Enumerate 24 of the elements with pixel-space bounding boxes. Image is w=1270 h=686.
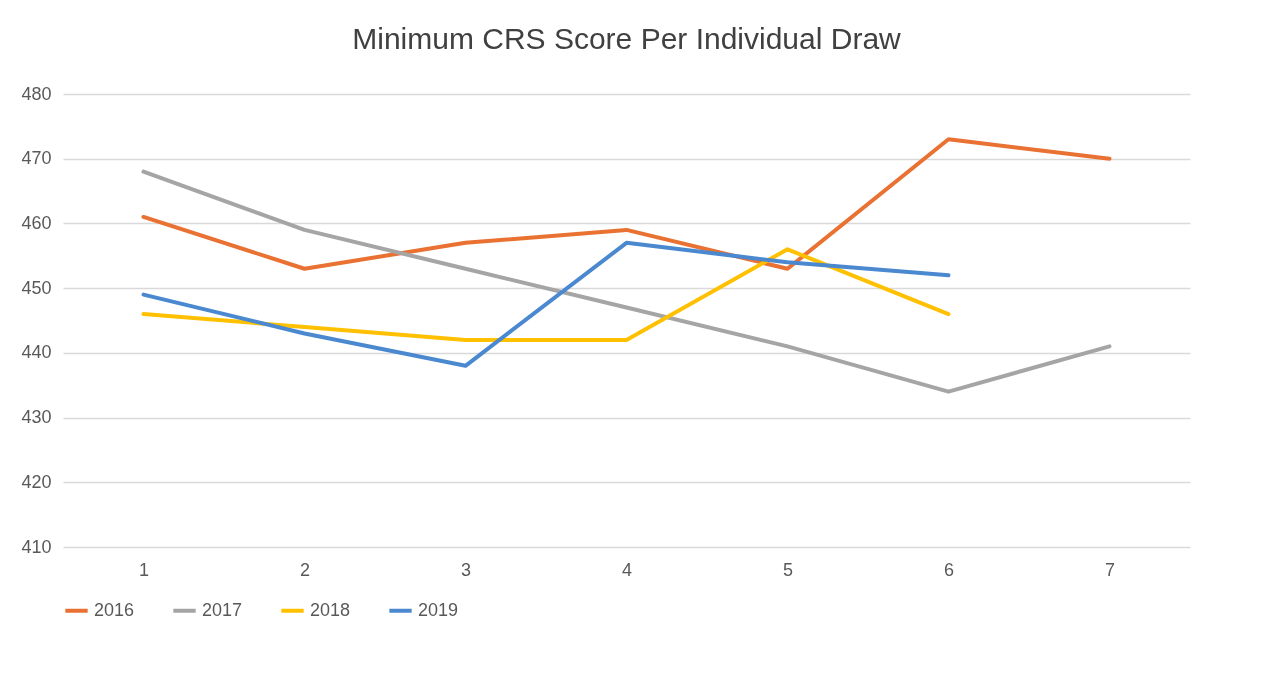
x-tick-label: 5 xyxy=(782,559,794,580)
y-tick-label: 460 xyxy=(21,212,52,233)
line-series xyxy=(141,240,951,368)
y-tick-label: 440 xyxy=(21,342,52,363)
legend-label: 2018 xyxy=(310,599,351,620)
chart-title: Minimum CRS Score Per Individual Draw xyxy=(352,22,902,55)
y-tick-label: 450 xyxy=(21,277,52,298)
y-tick-label: 470 xyxy=(21,148,52,169)
x-tick-label: 1 xyxy=(138,559,150,580)
x-tick-label: 3 xyxy=(460,559,472,580)
y-tick-label: 430 xyxy=(21,407,52,428)
legend-label: 2019 xyxy=(418,599,459,620)
y-tick-label: 410 xyxy=(21,536,52,557)
line-series xyxy=(141,169,1112,394)
x-tick-label: 2 xyxy=(299,559,311,580)
line-series xyxy=(141,137,1112,271)
x-tick-label: 6 xyxy=(943,559,955,580)
legend-label: 2017 xyxy=(202,599,243,620)
y-tick-label: 420 xyxy=(21,471,52,492)
x-tick-label: 7 xyxy=(1104,559,1116,580)
line-series xyxy=(141,247,951,342)
legend-label: 2016 xyxy=(94,599,135,620)
y-tick-label: 480 xyxy=(21,83,52,104)
x-tick-label: 4 xyxy=(621,559,633,580)
